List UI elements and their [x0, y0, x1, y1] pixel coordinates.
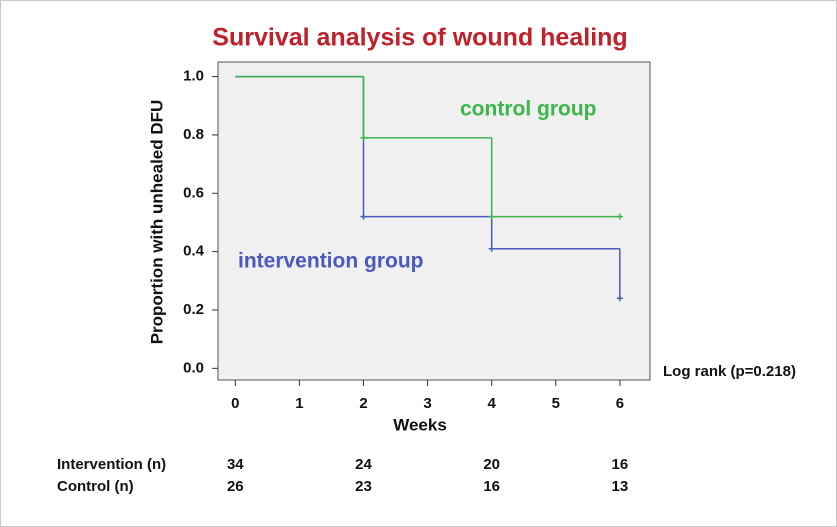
at-risk-count: 13	[612, 478, 629, 495]
y-tick-label: 0.4	[183, 243, 205, 260]
y-tick-label: 0.2	[183, 301, 204, 318]
chart-title: Survival analysis of wound healing	[212, 24, 627, 52]
censor-mark	[360, 134, 367, 141]
y-tick-label: 0.8	[183, 126, 204, 143]
at-risk-count: 26	[227, 478, 244, 495]
at-risk-count: 24	[355, 456, 372, 473]
censor-mark	[488, 213, 495, 220]
censor-mark	[488, 245, 495, 252]
at-risk-count: 23	[355, 478, 372, 495]
at-risk-count: 20	[483, 456, 500, 473]
x-tick-label: 0	[231, 395, 239, 412]
y-tick-label: 1.0	[183, 68, 204, 85]
x-tick-label: 2	[359, 395, 367, 412]
x-tick-label: 6	[616, 395, 624, 412]
x-tick-label: 3	[423, 395, 431, 412]
legend-label: intervention group	[238, 250, 424, 273]
x-tick-label: 5	[552, 395, 560, 412]
at-risk-count: 16	[483, 478, 500, 495]
censor-mark	[616, 295, 623, 302]
y-tick-label: 0.0	[183, 359, 204, 376]
at-risk-label: Control (n)	[57, 478, 134, 495]
annotation: Log rank (p=0.218)	[663, 363, 796, 380]
plot-area	[217, 61, 651, 381]
at-risk-count: 16	[612, 456, 629, 473]
y-tick-label: 0.6	[183, 184, 204, 201]
y-axis-label: Proportion with unhealed DFU	[147, 100, 166, 345]
x-axis-label: Weeks	[393, 415, 447, 434]
legend-label: control group	[460, 98, 596, 121]
censor-mark	[616, 213, 623, 220]
censor-mark	[360, 213, 367, 220]
x-tick-label: 1	[295, 395, 303, 412]
at-risk-label: Intervention (n)	[57, 456, 166, 473]
at-risk-count: 34	[227, 456, 244, 473]
x-tick-label: 4	[488, 395, 497, 412]
